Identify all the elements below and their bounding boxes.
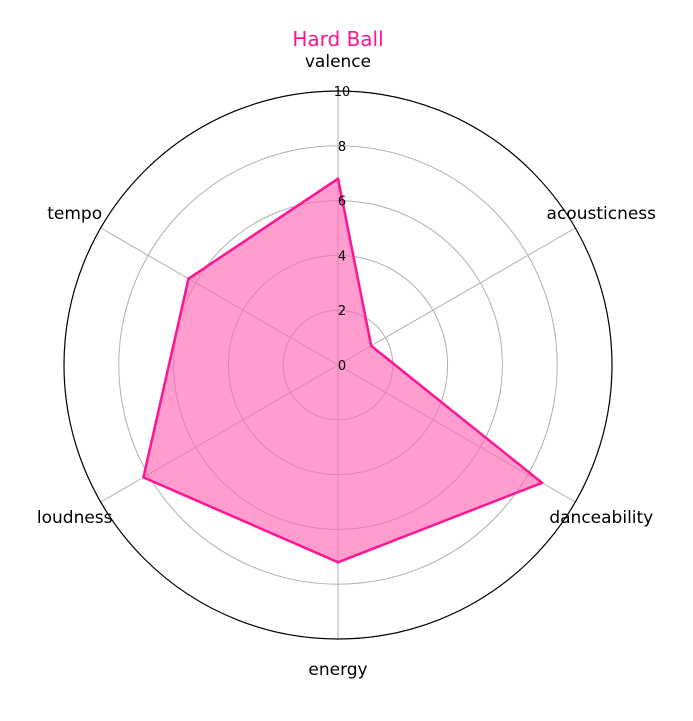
spoke-acousticness [337,227,576,366]
axis-label-danceability: danceability [549,508,653,528]
axis-label-energy: energy [308,660,367,680]
data-point-valence [336,177,340,180]
radar-series [142,177,544,564]
radial-tick-6: 6 [338,195,346,210]
data-point-energy [336,561,340,564]
chart-title: Hard Ball [292,27,383,51]
radial-tick-0: 0 [338,359,346,374]
data-point-tempo [187,277,190,280]
outer-frame [63,90,613,640]
radial-tick-labels: 0 2 4 6 8 10 [334,85,351,374]
data-point-loudness [142,476,145,479]
radial-tick-4: 4 [338,249,346,264]
axis-label-tempo: tempo [47,204,102,224]
data-point-danceability [540,481,544,485]
radial-tick-10: 10 [334,85,351,100]
data-point-acousticness [370,344,373,348]
grid-circle-8 [118,145,558,585]
axis-labels: valence acousticness danceability energy lou… [37,52,656,680]
axis-label-acousticness: acousticness [547,204,657,224]
axis-label-valence: valence [305,52,371,72]
radial-tick-8: 8 [338,140,346,155]
series-0-fill [143,178,543,563]
axis-label-loudness: loudness [37,508,113,528]
radial-tick-2: 2 [338,304,346,319]
